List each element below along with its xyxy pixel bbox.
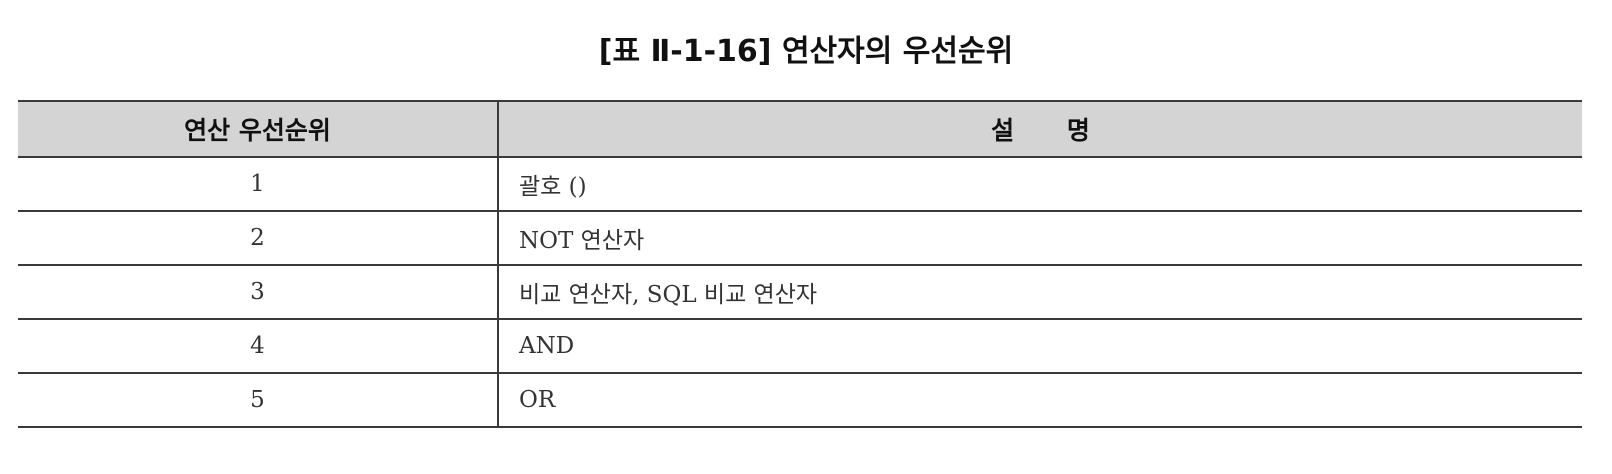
priority-cell: 5 — [18, 373, 499, 428]
description-cell: 괄호 () — [498, 157, 1582, 212]
table-header: 연산 우선순위 설 명 — [18, 100, 1582, 158]
table-body: 1 괄호 () 2 NOT 연산자 3 비교 연산자, SQL 비교 연산자 4… — [18, 157, 1582, 428]
table-row: 2 NOT 연산자 — [18, 211, 1582, 266]
header-description: 설 명 — [498, 100, 1582, 158]
description-cell: AND — [498, 319, 1582, 374]
description-cell: OR — [498, 373, 1582, 428]
table-row: 1 괄호 () — [18, 157, 1582, 212]
priority-cell: 3 — [18, 265, 499, 320]
description-cell: NOT 연산자 — [498, 211, 1582, 266]
table-row: 3 비교 연산자, SQL 비교 연산자 — [18, 265, 1582, 320]
precedence-table-container: 연산 우선순위 설 명 1 괄호 () 2 NOT 연산자 3 비교 연산자, … — [18, 100, 1582, 428]
table-caption: [표 Ⅱ-1-16] 연산자의 우선순위 — [598, 34, 1014, 69]
priority-cell: 1 — [18, 157, 499, 212]
operator-precedence-table: 연산 우선순위 설 명 1 괄호 () 2 NOT 연산자 3 비교 연산자, … — [18, 100, 1582, 428]
description-cell: 비교 연산자, SQL 비교 연산자 — [498, 265, 1582, 320]
priority-cell: 4 — [18, 319, 499, 374]
header-priority: 연산 우선순위 — [18, 100, 499, 158]
table-row: 5 OR — [18, 373, 1582, 428]
table-row: 4 AND — [18, 319, 1582, 374]
header-row: 연산 우선순위 설 명 — [18, 100, 1582, 158]
priority-cell: 2 — [18, 211, 499, 266]
